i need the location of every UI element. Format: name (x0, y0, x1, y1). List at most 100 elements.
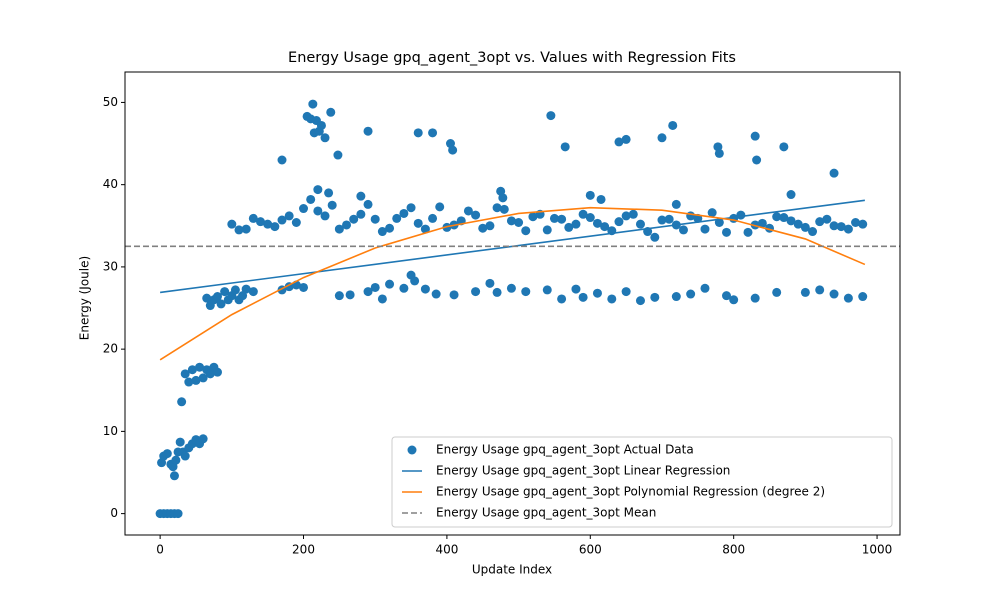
scatter-point (498, 193, 508, 203)
scatter-point (492, 287, 502, 297)
scatter-point (752, 155, 762, 165)
scatter-point (230, 285, 240, 295)
scatter-point (435, 202, 445, 212)
scatter-point (449, 290, 459, 300)
scatter-point (413, 218, 423, 228)
scatter-point (270, 222, 280, 232)
scatter-point (585, 213, 595, 223)
scatter-point (714, 148, 724, 158)
scatter-point (320, 133, 330, 143)
scatter-point (173, 509, 183, 519)
scatter-point (772, 287, 782, 297)
scatter-point (635, 219, 645, 229)
scatter-point (750, 131, 760, 141)
scatter-point (284, 211, 294, 221)
scatter-point (334, 291, 344, 301)
scatter-point (635, 296, 645, 306)
scatter-point (786, 216, 796, 226)
scatter-point (248, 287, 258, 297)
scatter-point (596, 194, 606, 204)
scatter-point (750, 293, 760, 303)
y-tick-label: 10 (103, 424, 118, 438)
scatter-point (557, 214, 567, 224)
scatter-point (463, 206, 473, 216)
chart-title: Energy Usage gpq_agent_3opt vs. Values w… (288, 50, 736, 66)
scatter-point (485, 221, 495, 231)
scatter-point (499, 204, 509, 214)
scatter-point (585, 190, 595, 200)
scatter-point (521, 226, 531, 236)
legend-label: Energy Usage gpq_agent_3opt Mean (436, 506, 656, 520)
scatter-point (334, 224, 344, 234)
scatter-point (815, 217, 825, 227)
y-tick-label: 30 (103, 259, 118, 273)
scatter-point (180, 451, 190, 461)
scatter-point (822, 214, 832, 224)
scatter-point (345, 290, 355, 300)
scatter-point (779, 213, 789, 223)
scatter-point (729, 295, 739, 305)
scatter-point (757, 218, 767, 228)
x-tick-label: 200 (292, 543, 315, 557)
scatter-point (216, 299, 226, 309)
scatter-point (678, 225, 688, 235)
scatter-point (349, 214, 359, 224)
scatter-point (191, 375, 201, 385)
scatter-point (471, 287, 481, 297)
legend-label: Energy Usage gpq_agent_3opt Linear Regre… (436, 464, 730, 478)
scatter-point (410, 276, 420, 286)
scatter-point (356, 209, 366, 219)
scatter-point (406, 203, 416, 213)
scatter-point (571, 284, 581, 294)
scatter-point (700, 224, 710, 234)
scatter-point (313, 185, 323, 195)
scatter-point (356, 191, 366, 201)
scatter-point (420, 284, 430, 294)
scatter-point (370, 214, 380, 224)
scatter-point (492, 203, 502, 213)
scatter-point (564, 222, 574, 232)
x-tick-label: 400 (435, 543, 458, 557)
scatter-point (571, 219, 581, 229)
scatter-point (177, 397, 187, 407)
scatter-point (800, 287, 810, 297)
scatter-point (342, 220, 352, 230)
scatter-point (621, 134, 631, 144)
x-tick-label: 800 (722, 543, 745, 557)
scatter-point (291, 217, 301, 227)
scatter-point (175, 437, 185, 447)
scatter-point (277, 155, 287, 165)
scatter-point (227, 219, 237, 229)
scatter-point (650, 292, 660, 302)
scatter-point (327, 200, 337, 210)
scatter-point (316, 120, 326, 130)
scatter-point (263, 219, 273, 229)
scatter-point (607, 294, 617, 304)
scatter-point (234, 225, 244, 235)
scatter-point (299, 282, 309, 292)
scatter-point (546, 111, 556, 121)
x-tick-label: 1000 (862, 543, 893, 557)
y-tick-label: 50 (103, 95, 118, 109)
scatter-point (485, 278, 495, 288)
scatter-point (578, 209, 588, 219)
scatter-point (600, 222, 610, 232)
scatter-point (320, 211, 330, 221)
scatter-point (528, 212, 538, 222)
scatter-point (202, 293, 212, 303)
scatter-point (308, 99, 318, 109)
scatter-point (363, 126, 373, 136)
scatter-point (621, 211, 631, 221)
y-tick-label: 0 (110, 506, 118, 520)
scatter-point (843, 224, 853, 234)
scatter-point (808, 227, 818, 237)
scatter-point (722, 291, 732, 301)
scatter-point (205, 369, 215, 379)
scatter-point (506, 216, 516, 226)
scatter-point (363, 199, 373, 209)
scatter-point (212, 367, 222, 377)
y-tick-label: 20 (103, 342, 118, 356)
scatter-point (220, 287, 230, 297)
scatter-point (722, 227, 732, 237)
scatter-point (650, 232, 660, 242)
